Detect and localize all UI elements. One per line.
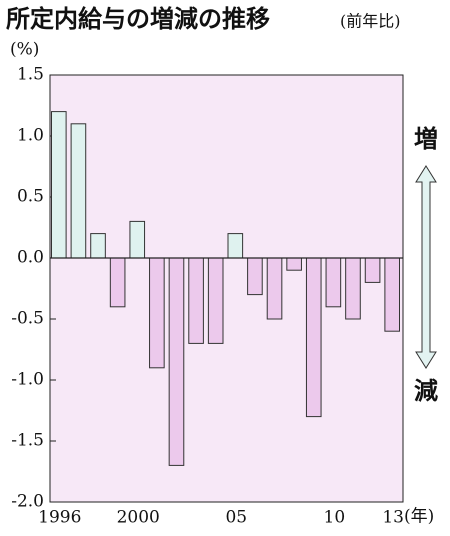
decrease-label: 減 <box>414 377 438 405</box>
y-tick-label: -1.5 <box>11 431 44 451</box>
bar <box>188 257 204 344</box>
x-tick-label: 1996 <box>38 508 81 528</box>
plot-area <box>49 74 404 503</box>
bar <box>149 257 165 369</box>
x-tick-label: 05 <box>225 508 247 528</box>
bar <box>51 111 67 259</box>
y-tick-label: 1.5 <box>17 65 44 85</box>
x-tick-label: 10 <box>324 508 346 528</box>
bar <box>286 257 302 271</box>
bar <box>109 257 126 308</box>
bar <box>227 233 244 259</box>
x-tick-label: 13 <box>382 508 404 528</box>
x-unit: (年) <box>404 507 434 527</box>
bar <box>364 257 381 283</box>
bar <box>325 257 342 308</box>
bar <box>168 257 185 466</box>
chart-subtitle: (前年比) <box>340 12 401 31</box>
bar <box>129 220 146 259</box>
direction-arrow <box>415 165 437 369</box>
bar <box>90 233 106 259</box>
y-tick-label: 0.5 <box>17 187 44 207</box>
y-tick-label: -2.0 <box>11 492 44 512</box>
bar <box>384 257 400 332</box>
bar <box>70 123 87 259</box>
y-unit: (%) <box>10 40 39 60</box>
y-tick-label: -0.5 <box>11 309 44 329</box>
increase-label: 増 <box>414 125 438 153</box>
chart-title: 所定内給与の増減の推移 <box>6 5 270 33</box>
y-tick-label: -1.0 <box>11 370 44 390</box>
bar <box>266 257 283 320</box>
y-tick-label: 1.0 <box>17 126 44 146</box>
x-tick-label: 2000 <box>117 508 160 528</box>
bar <box>305 257 322 418</box>
bar <box>247 257 263 296</box>
bar <box>207 257 224 344</box>
bar <box>345 257 361 320</box>
y-tick-label: 0.0 <box>17 248 44 268</box>
